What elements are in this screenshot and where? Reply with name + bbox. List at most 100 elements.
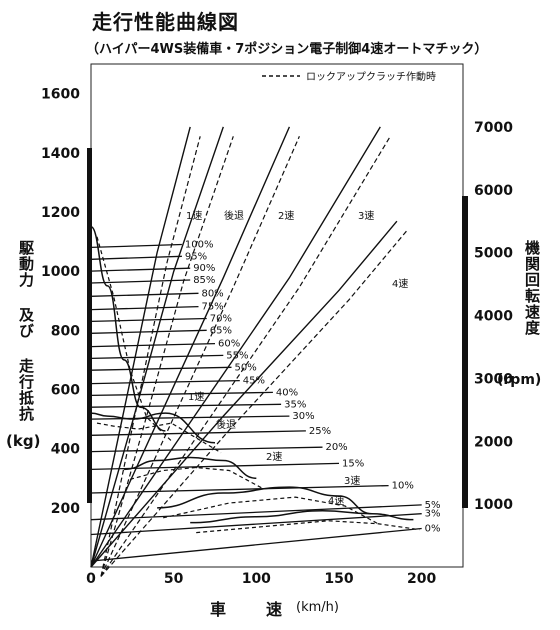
x-axis-unit: (km/h) [296, 600, 339, 615]
right-axis-bar [462, 196, 468, 508]
y-left-tick-label-7: 1600 [41, 87, 80, 103]
drive-force-lockup-line-0 [96, 236, 172, 442]
engine-speed-lockup-line-1 [100, 136, 234, 577]
resistance-label-80pct: 80% [201, 288, 223, 299]
gear-label-4: 4速 [392, 278, 408, 290]
resistance-label-35pct: 35% [284, 399, 306, 410]
y-left-tick-label-6: 1400 [41, 146, 80, 162]
engine-speed-lockup-line-0 [100, 136, 201, 577]
engine-speed-line-3 [90, 126, 381, 568]
y-left-tick-label-0: 200 [51, 501, 80, 517]
legend-label: ロックアップクラッチ作動時 [306, 70, 436, 83]
resistance-line-3pct [90, 513, 422, 536]
drive-force-lockup-line-1 [96, 422, 222, 454]
engine-speed-line-2 [90, 126, 291, 568]
plot-frame [90, 63, 464, 568]
y-right-tick-label-4: 5000 [474, 246, 513, 262]
engine-speed-lockup-line-2 [100, 136, 300, 577]
resistance-label-15pct: 15% [342, 458, 364, 469]
resistance-line-50pct [90, 366, 232, 371]
drive-force-lockup-line-3 [163, 496, 379, 525]
chart-title: 走行性能曲線図 [92, 10, 239, 34]
y-right-tick-label-1: 2000 [474, 434, 513, 450]
resistance-label-55pct: 55% [226, 350, 248, 361]
x-tick-label-4: 200 [407, 571, 436, 587]
resistance-label-30pct: 30% [292, 411, 314, 422]
gear-label-7: 2速 [266, 451, 282, 463]
resistance-label-10pct: 10% [392, 481, 414, 492]
drive-force-line-4 [190, 510, 414, 524]
y-axis-left-unit: (kg) [6, 432, 41, 450]
resistance-line-85pct [90, 279, 191, 284]
resistance-line-70pct [90, 317, 207, 323]
drive-force-line-1 [90, 412, 216, 444]
resistance-line-10pct [90, 484, 389, 494]
drive-force-line-3 [157, 486, 373, 515]
y-right-tick-label-6: 7000 [474, 120, 513, 136]
y-right-tick-label-3: 4000 [474, 309, 513, 325]
y-left-tick-label-4: 1000 [41, 264, 80, 280]
resistance-label-95pct: 95% [185, 251, 207, 262]
resistance-label-85pct: 85% [193, 275, 215, 286]
resistance-label-40pct: 40% [276, 387, 298, 398]
y-left-tick-label-2: 600 [51, 382, 80, 398]
x-tick-label-3: 150 [324, 571, 353, 587]
resistance-label-20pct: 20% [325, 442, 347, 453]
gear-label-0: 1速 [186, 210, 202, 222]
y-left-tick-label-3: 800 [51, 323, 80, 339]
resistance-line-65pct [90, 329, 207, 334]
resistance-line-90pct [90, 267, 191, 272]
y-axis-right-unit: (rpm) [497, 372, 542, 388]
x-tick-label-0: 0 [86, 571, 96, 587]
gear-label-9: 4速 [328, 495, 344, 507]
drive-force-lockup-line-4 [196, 520, 420, 534]
y-axis-right-label: 機関回転速度 [523, 240, 541, 336]
left-axis-bar [87, 148, 92, 503]
resistance-label-50pct: 50% [235, 362, 257, 373]
resistance-line-0pct [90, 527, 422, 562]
resistance-label-0pct: 0% [425, 524, 441, 535]
gear-label-6: 後退 [216, 418, 236, 431]
gear-label-2: 2速 [278, 210, 294, 222]
engine-speed-lockup-line-4 [100, 230, 408, 577]
drive-force-lockup-line-2 [129, 466, 263, 489]
resistance-line-25pct [90, 430, 306, 436]
y-right-tick-label-5: 6000 [474, 183, 513, 199]
resistance-line-95pct [90, 255, 182, 260]
resistance-line-80pct [90, 292, 199, 297]
resistance-line-35pct [90, 403, 282, 408]
gear-label-1: 後退 [224, 209, 244, 222]
tick-layer: 0 50 100 150 200 200 400 600 800 1000 1200 1400 1600… [41, 87, 513, 587]
curve-layer [90, 126, 422, 577]
resistance-label-70pct: 70% [210, 313, 232, 324]
y-right-tick-label-2: 3000 [474, 371, 513, 387]
x-tick-label-1: 50 [164, 571, 184, 587]
drive-force-line-0 [90, 225, 166, 432]
resistance-label-25pct: 25% [309, 426, 331, 437]
y-left-tick-label-5: 1200 [41, 205, 80, 221]
resistance-line-100pct [90, 243, 182, 249]
resistance-label-3pct: 3% [425, 509, 441, 520]
resistance-line-45pct [90, 379, 240, 385]
label-layer: 100%95%90%85% 80% 75%70%65% 60%55%50% 45% 40%… [185, 209, 441, 535]
y-right-tick-label-0: 1000 [474, 497, 513, 513]
chart-subtitle: （ハイパー4WS装備車・7ポジション電子制御4速オートマチック） [86, 42, 488, 57]
engine-speed-line-4 [90, 220, 398, 568]
engine-speed-line-1 [90, 126, 224, 568]
resistance-line-40pct [90, 391, 273, 397]
resistance-line-20pct [90, 446, 323, 453]
resistance-label-45pct: 45% [243, 376, 265, 387]
gear-label-8: 3速 [344, 475, 360, 487]
y-left-tick-label-1: 400 [51, 442, 80, 458]
resistance-label-5pct: 5% [425, 500, 441, 511]
resistance-label-90pct: 90% [193, 263, 215, 274]
resistance-label-75pct: 75% [201, 302, 223, 313]
resistance-label-60pct: 60% [218, 339, 240, 350]
gear-label-3: 3速 [358, 210, 374, 222]
drive-force-line-2 [124, 456, 257, 479]
y-axis-left-label: 駆動力 及び 走行抵抗 [17, 240, 35, 422]
resistance-line-5pct [90, 504, 422, 521]
engine-speed-line-0 [90, 126, 191, 568]
x-axis-label: 車 速 [210, 600, 295, 619]
